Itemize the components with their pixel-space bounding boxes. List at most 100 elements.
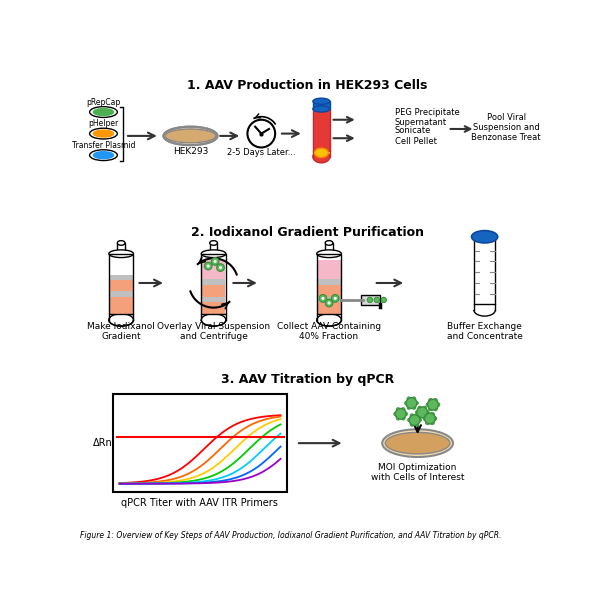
Bar — [113, 394, 287, 493]
Ellipse shape — [89, 150, 118, 161]
Bar — [113, 394, 287, 493]
Text: HEK293: HEK293 — [173, 147, 208, 156]
Circle shape — [415, 422, 419, 426]
Ellipse shape — [314, 148, 328, 157]
Bar — [113, 394, 287, 493]
Circle shape — [325, 299, 333, 307]
Circle shape — [434, 407, 437, 411]
Bar — [317, 254, 341, 314]
Circle shape — [428, 398, 433, 402]
Circle shape — [322, 297, 325, 300]
Ellipse shape — [164, 127, 217, 145]
Circle shape — [219, 266, 222, 269]
Circle shape — [436, 403, 440, 407]
Circle shape — [431, 421, 434, 425]
Bar — [113, 394, 287, 493]
Circle shape — [367, 297, 373, 302]
Circle shape — [381, 297, 386, 302]
Ellipse shape — [472, 230, 497, 243]
Text: qPCR Titer with AAV ITR Primers: qPCR Titer with AAV ITR Primers — [121, 498, 278, 508]
Circle shape — [428, 407, 433, 411]
Circle shape — [406, 398, 417, 409]
Circle shape — [431, 412, 434, 416]
Ellipse shape — [89, 107, 118, 118]
Ellipse shape — [201, 250, 226, 257]
Ellipse shape — [94, 130, 113, 137]
Text: Buffer Exchange
and Concentrate: Buffer Exchange and Concentrate — [446, 322, 523, 341]
Circle shape — [434, 398, 437, 402]
Ellipse shape — [382, 429, 453, 457]
Circle shape — [418, 406, 422, 410]
Circle shape — [418, 415, 422, 419]
Circle shape — [425, 421, 430, 425]
Circle shape — [214, 260, 217, 263]
Bar — [210, 243, 217, 254]
Text: Collect AAV Containing
40% Fraction: Collect AAV Containing 40% Fraction — [277, 322, 381, 341]
Circle shape — [319, 295, 327, 302]
Ellipse shape — [94, 152, 113, 158]
Circle shape — [425, 413, 436, 424]
Bar — [113, 394, 287, 493]
Ellipse shape — [313, 151, 330, 163]
Circle shape — [404, 401, 409, 405]
Circle shape — [407, 406, 411, 409]
Bar — [113, 394, 287, 493]
Ellipse shape — [109, 314, 133, 326]
Circle shape — [423, 416, 427, 421]
Text: MOI Optimization
with Cells of Interest: MOI Optimization with Cells of Interest — [371, 463, 464, 482]
Bar — [313, 109, 330, 151]
Bar — [109, 254, 133, 314]
Ellipse shape — [317, 250, 341, 257]
Bar — [317, 254, 341, 314]
Text: 1. AAV Production in HEK293 Cells: 1. AAV Production in HEK293 Cells — [187, 79, 428, 92]
Text: PEG Precipitate
Supernatant: PEG Precipitate Supernatant — [395, 108, 459, 127]
Bar — [201, 254, 226, 314]
Circle shape — [409, 415, 420, 425]
Circle shape — [394, 412, 398, 416]
Ellipse shape — [201, 314, 226, 326]
Ellipse shape — [165, 129, 216, 143]
Circle shape — [211, 257, 219, 265]
Circle shape — [205, 262, 212, 270]
Text: Figure 1: Overview of Key Steps of AAV Production, Iodixanol Gradient Purificati: Figure 1: Overview of Key Steps of AAV P… — [80, 531, 502, 540]
Bar — [202, 279, 225, 284]
Bar — [202, 296, 225, 302]
Bar — [361, 295, 380, 305]
Bar — [313, 101, 330, 109]
Circle shape — [328, 301, 331, 305]
Bar — [110, 275, 133, 280]
Circle shape — [415, 414, 419, 418]
Circle shape — [412, 397, 416, 401]
Circle shape — [401, 416, 405, 420]
Bar — [109, 254, 133, 314]
Bar — [113, 394, 287, 493]
Bar — [113, 394, 287, 493]
Bar — [325, 243, 333, 254]
Circle shape — [423, 406, 427, 410]
Circle shape — [415, 401, 418, 405]
Bar — [202, 302, 225, 314]
Bar — [317, 284, 341, 296]
Bar — [317, 279, 341, 284]
Circle shape — [395, 409, 406, 419]
Circle shape — [415, 410, 419, 414]
Bar — [110, 296, 133, 314]
Text: 3. AAV Titration by qPCR: 3. AAV Titration by qPCR — [221, 373, 394, 386]
Circle shape — [417, 407, 428, 418]
Ellipse shape — [317, 314, 341, 326]
Bar — [201, 254, 226, 314]
Text: 2. Iodixanol Gradient Purification: 2. Iodixanol Gradient Purification — [191, 226, 424, 239]
Bar — [118, 243, 125, 254]
Circle shape — [334, 297, 337, 300]
Ellipse shape — [325, 241, 333, 245]
Ellipse shape — [109, 250, 133, 257]
Text: 2-5 Days Later...: 2-5 Days Later... — [227, 148, 296, 157]
Circle shape — [404, 412, 407, 416]
Ellipse shape — [89, 128, 118, 139]
Ellipse shape — [385, 433, 450, 454]
Circle shape — [407, 397, 411, 401]
Text: Make Iodixanol
Gradient: Make Iodixanol Gradient — [87, 322, 155, 341]
Circle shape — [396, 416, 400, 420]
Bar — [113, 394, 287, 493]
Bar — [110, 291, 133, 296]
